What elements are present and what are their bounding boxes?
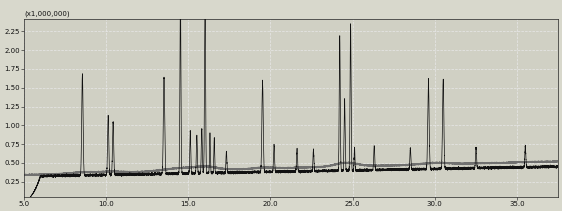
Text: (x1,000,000): (x1,000,000): [24, 10, 70, 17]
